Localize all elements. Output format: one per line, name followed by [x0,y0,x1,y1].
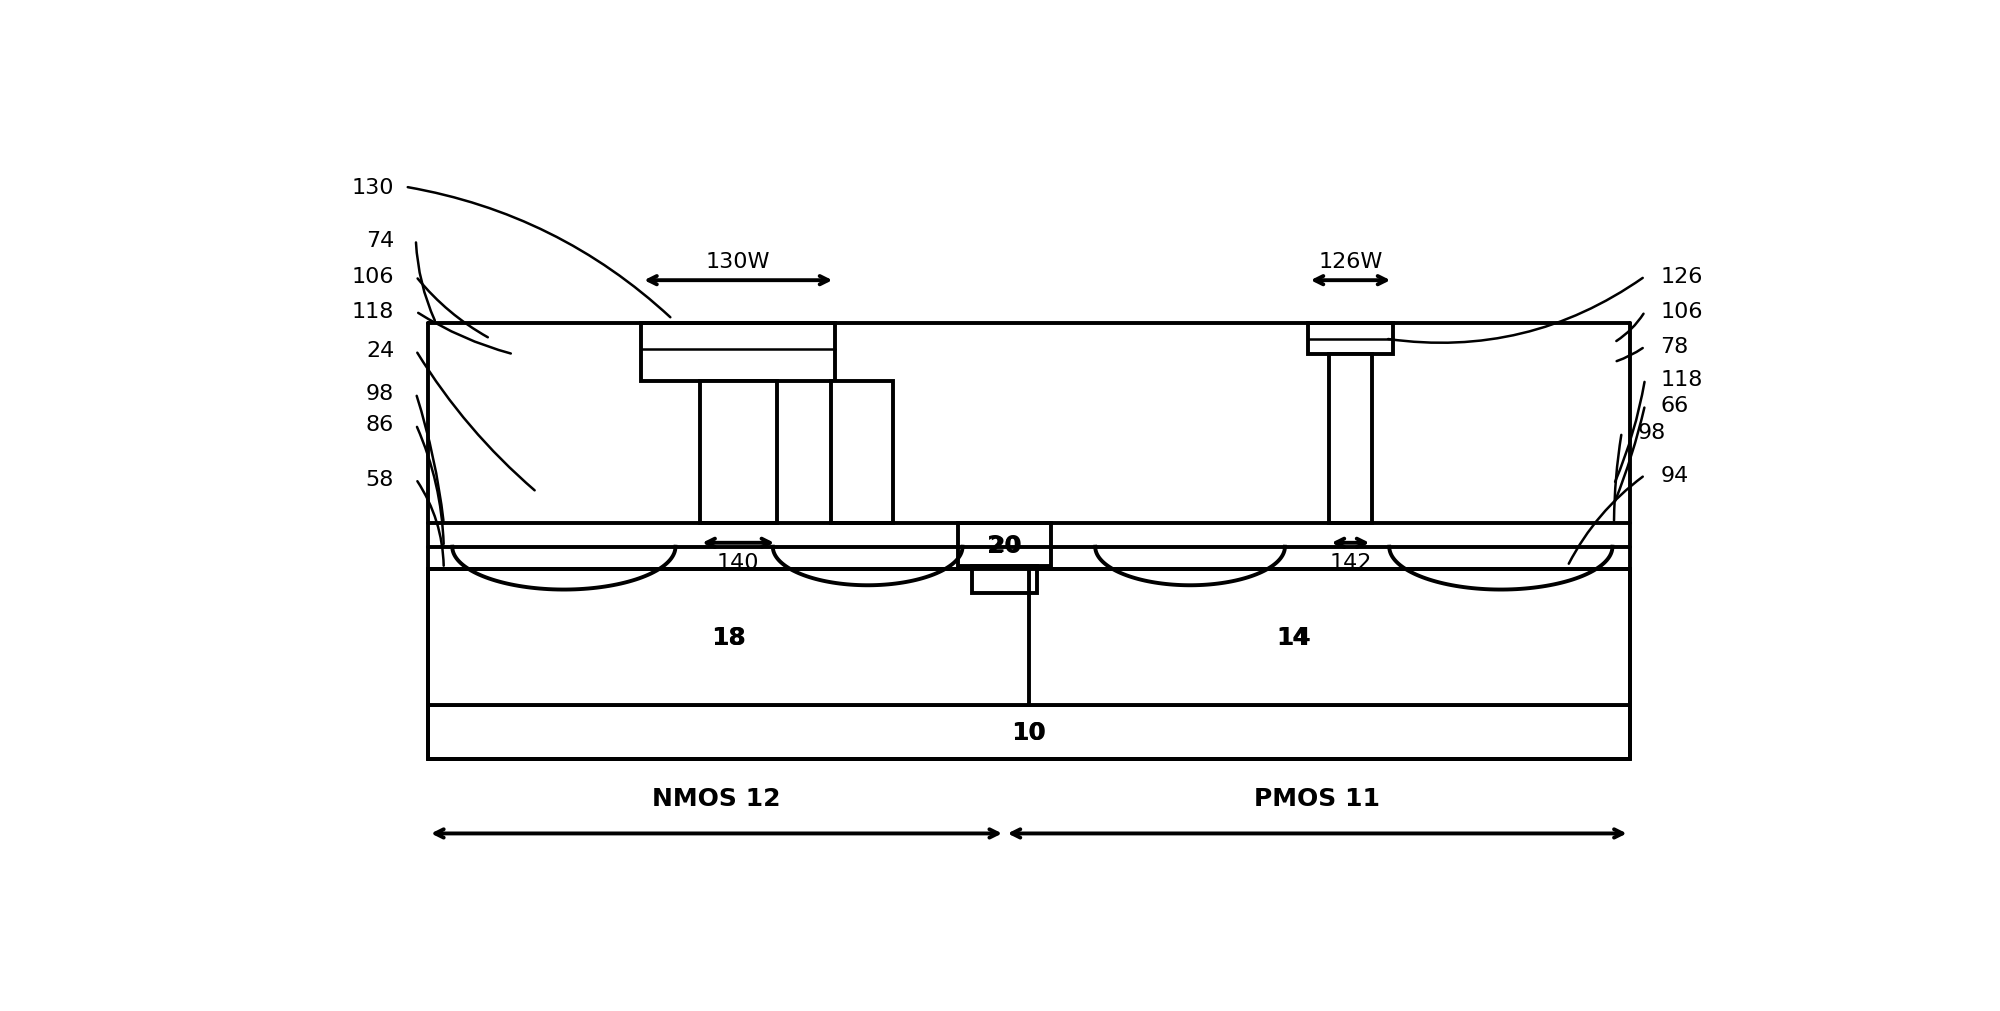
Text: 10: 10 [1012,721,1046,744]
Text: 130W: 130W [706,252,770,271]
Text: 20: 20 [988,533,1022,557]
Text: 118: 118 [1660,370,1702,390]
Text: 98: 98 [1638,423,1666,443]
Text: 118: 118 [352,302,394,323]
Text: PMOS 11: PMOS 11 [1254,787,1380,811]
Text: 142: 142 [1330,553,1372,572]
Bar [832,382,894,524]
Text: NMOS 12: NMOS 12 [652,787,780,811]
Text: 106: 106 [352,267,394,287]
Bar [958,524,1052,566]
Bar [1308,324,1394,355]
Text: 20: 20 [990,535,1020,555]
Bar [428,706,1630,759]
Text: 130: 130 [352,178,394,197]
Text: 18: 18 [712,625,744,649]
Text: 58: 58 [366,469,394,489]
Text: 14: 14 [1276,625,1310,649]
Text: 66: 66 [1660,395,1688,416]
Text: 106: 106 [1660,302,1704,323]
Text: 10: 10 [1012,721,1046,744]
Text: 126: 126 [1660,267,1702,287]
Text: 78: 78 [1660,337,1688,357]
Text: 86: 86 [366,415,394,435]
Text: 140: 140 [716,553,760,572]
Text: 74: 74 [366,231,394,251]
Bar [1328,355,1372,524]
Text: 14: 14 [1276,625,1310,649]
Bar [972,566,1038,593]
Text: 98: 98 [366,384,394,403]
Text: 24: 24 [366,341,394,361]
Bar [700,382,776,524]
Bar [428,569,1630,706]
Text: 126W: 126W [1318,252,1382,271]
Text: 94: 94 [1660,465,1688,485]
Bar [642,324,836,382]
Text: 18: 18 [712,625,746,649]
